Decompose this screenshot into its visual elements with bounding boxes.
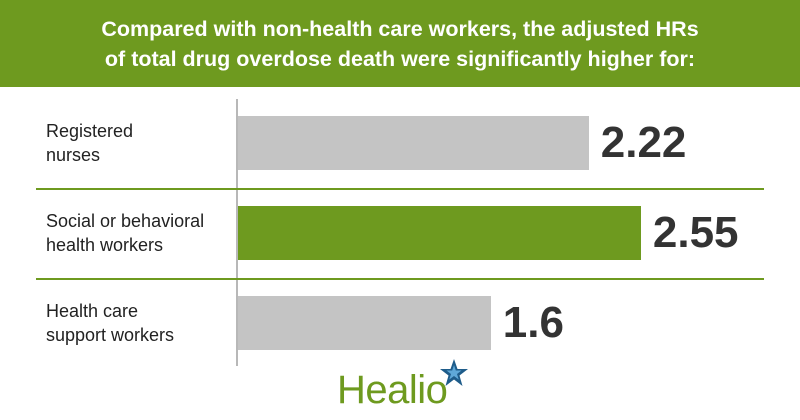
- bar: [238, 296, 491, 350]
- category-label: Social or behavioral health workers: [46, 209, 236, 257]
- row-divider: [36, 188, 764, 190]
- bar: [238, 116, 589, 170]
- category-label-line: Registered: [46, 121, 134, 141]
- chart-row: Registered nurses 2.22: [0, 99, 800, 187]
- row-divider: [36, 278, 764, 280]
- category-label-line: Health care: [46, 301, 139, 321]
- header-line-1: Compared with non-health care workers, t…: [101, 16, 699, 41]
- category-label-line: nurses: [46, 145, 101, 165]
- bar-value-label: 1.6: [502, 298, 564, 347]
- header-line-2: of total drug overdose death were signif…: [104, 46, 696, 71]
- bar-chart: Registered nurses 2.22 Social or behavioral…: [0, 87, 800, 367]
- bar: [238, 206, 641, 260]
- header-banner: Compared with non-health care workers, t…: [0, 0, 800, 87]
- chart-row: Health care support workers 1.6: [0, 279, 800, 367]
- category-label: Registered nurses: [46, 119, 236, 167]
- category-label: Health care support workers: [46, 299, 236, 347]
- chart-axis-line: [236, 99, 238, 366]
- healio-logo: Healio: [337, 359, 477, 416]
- category-label-line: support workers: [46, 325, 175, 345]
- logo-text: Healio: [337, 368, 448, 412]
- bar-value-label: 2.22: [600, 118, 687, 167]
- category-label-line: health workers: [46, 235, 164, 255]
- category-label-line: Social or behavioral: [46, 211, 205, 231]
- chart-row: Social or behavioral health workers 2.55: [0, 189, 800, 277]
- bar-value-label: 2.55: [652, 208, 739, 257]
- star-icon: [440, 359, 468, 386]
